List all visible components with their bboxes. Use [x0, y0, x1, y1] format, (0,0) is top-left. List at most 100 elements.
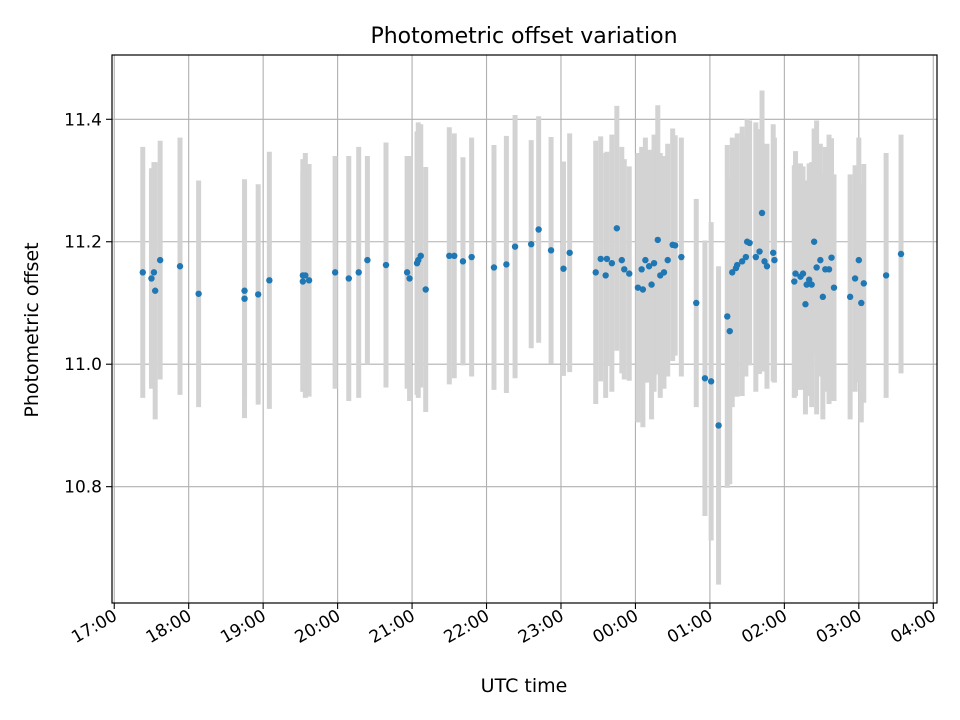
data-point — [403, 269, 411, 276]
data-point — [459, 258, 467, 265]
data-point — [195, 290, 202, 297]
y-tick-label: 11.4 — [64, 110, 102, 130]
data-point — [535, 226, 542, 233]
data-point — [139, 269, 146, 276]
data-point — [654, 236, 661, 244]
data-point — [299, 278, 307, 285]
data-point — [639, 286, 647, 293]
data-point — [846, 293, 854, 301]
data-point — [715, 422, 722, 429]
data-point — [446, 252, 453, 260]
data-point — [729, 269, 736, 276]
data-point — [763, 263, 771, 270]
data-point — [613, 225, 621, 232]
data-point — [150, 269, 158, 276]
data-point — [355, 269, 362, 276]
y-axis-label: Photometric offset — [21, 242, 43, 417]
chart-title: Photometric offset variation — [370, 24, 677, 49]
data-point — [592, 269, 599, 276]
data-point — [634, 284, 642, 291]
data-point — [817, 256, 824, 264]
data-point — [693, 299, 700, 307]
data-point — [602, 272, 609, 279]
data-point — [825, 266, 833, 273]
data-point — [855, 256, 863, 264]
data-point — [746, 239, 753, 247]
data-point — [618, 256, 625, 264]
data-point — [608, 259, 616, 267]
data-point — [724, 313, 731, 320]
data-point — [638, 266, 645, 273]
data-point — [803, 281, 810, 288]
data-point — [626, 270, 633, 277]
data-point — [468, 253, 475, 261]
y-tick-label: 11.2 — [64, 233, 102, 253]
data-point — [648, 281, 655, 288]
data-point — [805, 276, 813, 283]
data-point — [810, 238, 818, 245]
y-axis: 10.8 11.0 11.2 11.4 — [64, 110, 112, 498]
data-point — [897, 250, 905, 258]
data-point — [406, 275, 413, 282]
x-axis-label: UTC time — [481, 675, 568, 697]
data-point — [738, 258, 746, 265]
data-point — [707, 378, 715, 385]
data-point — [808, 281, 815, 288]
data-point — [451, 252, 458, 260]
data-point — [792, 270, 799, 277]
data-point — [503, 261, 510, 268]
data-point — [761, 258, 768, 265]
plot-frame — [111, 54, 938, 604]
data-point — [742, 253, 750, 261]
data-point — [302, 272, 309, 279]
data-point — [678, 253, 685, 261]
data-point — [603, 255, 611, 263]
data-point — [241, 287, 248, 294]
data-point — [331, 269, 339, 276]
data-point — [851, 275, 859, 282]
data-point — [621, 266, 628, 273]
data-point — [422, 286, 429, 293]
data-point — [345, 275, 352, 282]
data-point — [547, 247, 555, 254]
data-point — [566, 249, 573, 256]
data-point — [645, 263, 653, 270]
data-point — [156, 256, 164, 264]
data-point — [266, 277, 273, 284]
data-point — [664, 256, 671, 264]
data-point — [734, 261, 741, 269]
data-point — [490, 264, 498, 271]
data-point — [148, 275, 155, 282]
data-point — [813, 264, 820, 271]
data-point — [364, 256, 371, 264]
data-point — [650, 259, 658, 267]
data-point — [671, 242, 679, 249]
data-point — [560, 265, 567, 272]
data-point — [701, 375, 709, 382]
data-point — [241, 295, 248, 302]
data-point — [305, 277, 313, 284]
data-point — [254, 291, 262, 298]
data-points — [139, 209, 905, 429]
data-point — [176, 263, 184, 270]
data-point — [417, 252, 424, 260]
data-point — [642, 256, 649, 264]
data-point — [511, 243, 519, 250]
data-point — [758, 209, 766, 217]
data-point — [882, 272, 890, 279]
data-point — [752, 253, 760, 261]
data-point — [151, 287, 159, 294]
y-tick-label: 11.0 — [64, 355, 102, 375]
data-point — [860, 280, 867, 287]
data-point — [802, 301, 809, 308]
data-point — [756, 248, 763, 255]
data-point — [819, 293, 827, 301]
data-point — [828, 254, 835, 261]
data-point — [382, 261, 390, 269]
data-point — [597, 255, 604, 263]
data-point — [769, 249, 777, 256]
data-point — [791, 278, 798, 285]
data-point — [830, 284, 838, 291]
data-point — [528, 240, 535, 248]
